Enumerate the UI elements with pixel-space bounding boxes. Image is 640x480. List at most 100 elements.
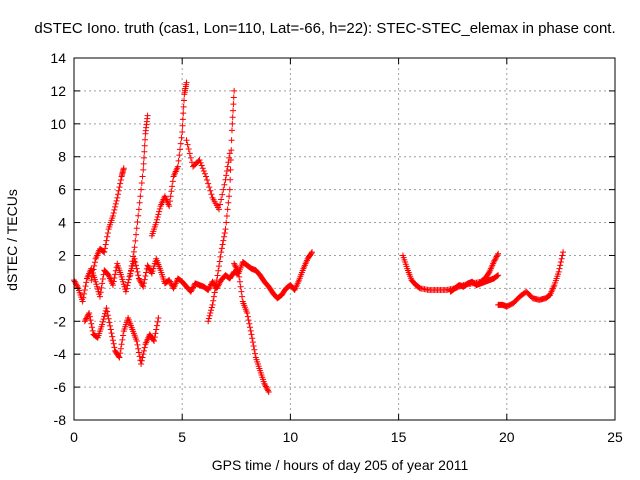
- data-point: [236, 278, 243, 285]
- y-axis-ticks: -8 -6 -4 -2 0 2 4 6 8 10 12 14: [50, 50, 615, 428]
- data-point: [154, 318, 161, 325]
- data-point: [226, 186, 233, 193]
- data-point: [179, 122, 186, 129]
- data-point: [108, 330, 115, 337]
- y-tick-label: 10: [50, 116, 66, 132]
- data-point: [247, 324, 254, 331]
- data-point: [208, 307, 215, 314]
- data-point: [221, 229, 228, 236]
- data-point: [102, 307, 109, 314]
- data-point: [134, 268, 141, 275]
- data-point: [557, 259, 564, 266]
- data-point: [208, 304, 215, 311]
- data-point: [135, 349, 142, 356]
- data-point: [235, 268, 242, 275]
- data-point: [115, 353, 122, 360]
- y-tick-label: -4: [54, 346, 67, 362]
- x-tick-label: 15: [391, 429, 407, 445]
- data-point: [558, 255, 565, 262]
- data-point: [228, 127, 235, 134]
- data-point: [133, 265, 140, 272]
- data-point: [99, 276, 106, 283]
- data-point: [247, 327, 254, 334]
- data-point: [155, 314, 162, 321]
- data-point: [206, 284, 213, 291]
- data-point: [73, 282, 80, 289]
- data-point: [207, 187, 214, 194]
- data-point: [492, 254, 499, 261]
- data-point: [86, 310, 93, 317]
- data-point: [138, 186, 145, 193]
- data-point: [133, 262, 140, 269]
- data-point: [197, 159, 204, 166]
- data-point: [493, 273, 500, 280]
- data-point: [153, 216, 160, 223]
- data-point: [167, 193, 174, 200]
- data-point: [113, 197, 120, 204]
- data-point: [125, 279, 132, 286]
- data-point: [187, 288, 194, 295]
- data-point: [112, 203, 119, 210]
- data-point: [213, 277, 220, 284]
- data-point: [132, 237, 139, 244]
- data-point: [262, 382, 269, 389]
- data-point: [230, 107, 237, 114]
- data-point: [227, 157, 234, 164]
- data-point: [166, 277, 173, 284]
- data-point: [209, 301, 216, 308]
- data-point: [252, 350, 259, 357]
- data-point: [555, 268, 562, 275]
- data-point: [219, 191, 226, 198]
- data-point: [264, 386, 271, 393]
- data-point: [309, 249, 316, 256]
- data-point: [107, 322, 114, 329]
- data-point: [559, 252, 566, 259]
- y-tick-label: 8: [58, 149, 66, 165]
- data-point: [166, 198, 173, 205]
- x-axis-label: GPS time / hours of day 205 of year 2011: [212, 457, 469, 473]
- data-point: [112, 267, 119, 274]
- data-point: [198, 162, 205, 169]
- data-point: [205, 318, 212, 325]
- data-point: [213, 281, 220, 288]
- data-point: [115, 191, 122, 198]
- data-point: [91, 259, 98, 266]
- data-point: [246, 320, 253, 327]
- x-tick-label: 0: [70, 429, 78, 445]
- data-point: [96, 293, 103, 300]
- y-tick-label: 4: [58, 215, 66, 231]
- data-point: [229, 120, 236, 127]
- data-point: [135, 206, 142, 213]
- data-point: [233, 264, 240, 271]
- data-point: [130, 248, 137, 255]
- data-point: [238, 288, 245, 295]
- data-point: [130, 253, 137, 260]
- data-point: [152, 330, 159, 337]
- data-point: [494, 272, 501, 279]
- data-point: [140, 154, 147, 161]
- data-point: [111, 274, 118, 281]
- data-point: [153, 322, 160, 329]
- data-point: [117, 350, 124, 357]
- data-point: [124, 282, 131, 289]
- data-point: [166, 203, 173, 210]
- data-point: [236, 273, 243, 280]
- data-point: [100, 248, 107, 255]
- data-point: [224, 206, 231, 213]
- data-point: [139, 173, 146, 180]
- data-point: [251, 346, 258, 353]
- data-point: [119, 336, 126, 343]
- data-point: [140, 347, 147, 354]
- data-point: [82, 316, 89, 323]
- data-point: [177, 146, 184, 153]
- data-point: [83, 315, 90, 322]
- data-point: [217, 201, 224, 208]
- data-point: [81, 290, 88, 297]
- data-point: [111, 344, 118, 351]
- data-point: [135, 275, 142, 282]
- x-axis-ticks: 0 5 10 15 20 25: [70, 58, 623, 445]
- data-point: [216, 279, 223, 286]
- data-point: [181, 97, 188, 104]
- data-point: [494, 252, 501, 259]
